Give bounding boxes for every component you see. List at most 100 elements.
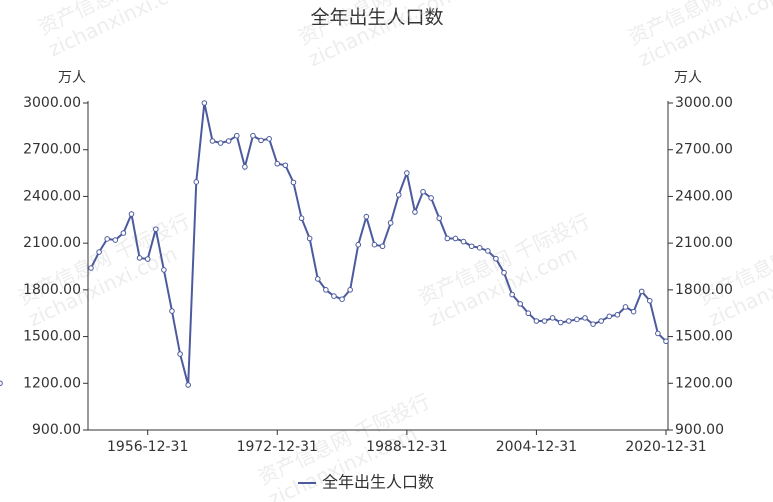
x-tick-label: 2020-12-31 <box>625 439 706 455</box>
y2-tick-label: 900.00 <box>675 422 724 438</box>
x-tick-label: 1956-12-31 <box>107 439 188 455</box>
y-tick-label: 1800.00 <box>23 282 81 298</box>
point <box>152 226 159 232</box>
y2-tick-label: 1200.00 <box>675 375 733 391</box>
chart-title: 全年出生人口数 <box>310 7 443 29</box>
x-tick-label: 1988-12-31 <box>366 439 447 455</box>
point <box>428 195 434 201</box>
y2-tick-label: 2700.00 <box>675 142 733 158</box>
point <box>420 188 426 195</box>
y-tick-label: 900.00 <box>32 422 81 438</box>
point <box>104 236 110 242</box>
y-tick-label: 1200.00 <box>23 375 81 391</box>
point <box>444 235 451 242</box>
point <box>379 243 386 250</box>
point <box>169 308 175 314</box>
point <box>363 213 370 220</box>
point <box>120 230 127 236</box>
point <box>395 192 402 198</box>
point <box>355 241 362 248</box>
point <box>339 296 345 303</box>
y-tick-label: 2700.00 <box>23 142 81 158</box>
point <box>404 170 410 176</box>
x-tick-label: 2004-12-31 <box>496 439 577 455</box>
point <box>468 243 475 250</box>
point <box>323 287 329 293</box>
point <box>112 237 119 243</box>
point <box>0 380 3 387</box>
point <box>209 138 216 144</box>
point <box>630 308 637 315</box>
point <box>452 235 459 242</box>
point <box>663 338 669 345</box>
point <box>266 136 272 142</box>
point <box>566 318 572 324</box>
point <box>233 132 240 139</box>
point <box>598 318 605 324</box>
point <box>298 215 305 222</box>
point <box>387 220 394 226</box>
point <box>250 132 256 139</box>
point <box>290 179 297 186</box>
point <box>622 304 629 310</box>
point <box>185 382 191 388</box>
point <box>606 313 613 320</box>
point <box>274 160 281 167</box>
point <box>201 100 208 106</box>
point <box>525 310 532 317</box>
legend-label: 全年出生人口数 <box>322 473 434 492</box>
y2-tick-label: 1500.00 <box>675 329 733 345</box>
point <box>258 137 264 144</box>
point <box>242 164 248 170</box>
y-tick-label: 2100.00 <box>23 235 81 251</box>
point <box>549 315 556 321</box>
point <box>476 245 483 251</box>
point <box>541 318 548 324</box>
point <box>161 267 167 273</box>
point <box>638 288 645 295</box>
point <box>128 211 135 217</box>
point <box>412 209 418 215</box>
point <box>306 235 313 242</box>
point <box>144 256 151 262</box>
point <box>574 316 580 323</box>
point <box>347 287 353 293</box>
y2-unit: 万人 <box>674 70 702 86</box>
point <box>614 311 621 318</box>
point <box>177 351 183 357</box>
point <box>96 249 102 255</box>
point <box>485 248 491 254</box>
point <box>509 291 515 298</box>
point <box>136 255 143 261</box>
point <box>655 330 661 337</box>
point <box>460 238 467 245</box>
point <box>331 293 337 299</box>
point <box>517 301 524 307</box>
x-tick-label: 1972-12-31 <box>237 439 318 455</box>
point <box>590 321 596 327</box>
y2-tick-label: 1800.00 <box>675 282 733 298</box>
y-tick-label: 1500.00 <box>23 329 81 345</box>
point <box>582 315 588 321</box>
point <box>225 138 232 144</box>
y-tick-label: 3000.00 <box>23 95 81 111</box>
point <box>557 319 564 326</box>
point <box>282 162 289 169</box>
point <box>371 241 378 248</box>
point <box>493 255 499 262</box>
point <box>314 276 321 282</box>
point <box>436 215 443 222</box>
point <box>501 269 507 276</box>
y-unit: 万人 <box>58 70 86 86</box>
point <box>533 318 540 324</box>
point <box>646 297 653 304</box>
y2-tick-label: 3000.00 <box>675 95 733 111</box>
series-line <box>90 102 667 386</box>
point <box>217 140 224 146</box>
point <box>88 265 94 271</box>
y-tick-label: 2400.00 <box>23 188 81 204</box>
y2-tick-label: 2400.00 <box>675 188 733 204</box>
y2-tick-label: 2100.00 <box>675 235 733 251</box>
point <box>193 179 200 185</box>
